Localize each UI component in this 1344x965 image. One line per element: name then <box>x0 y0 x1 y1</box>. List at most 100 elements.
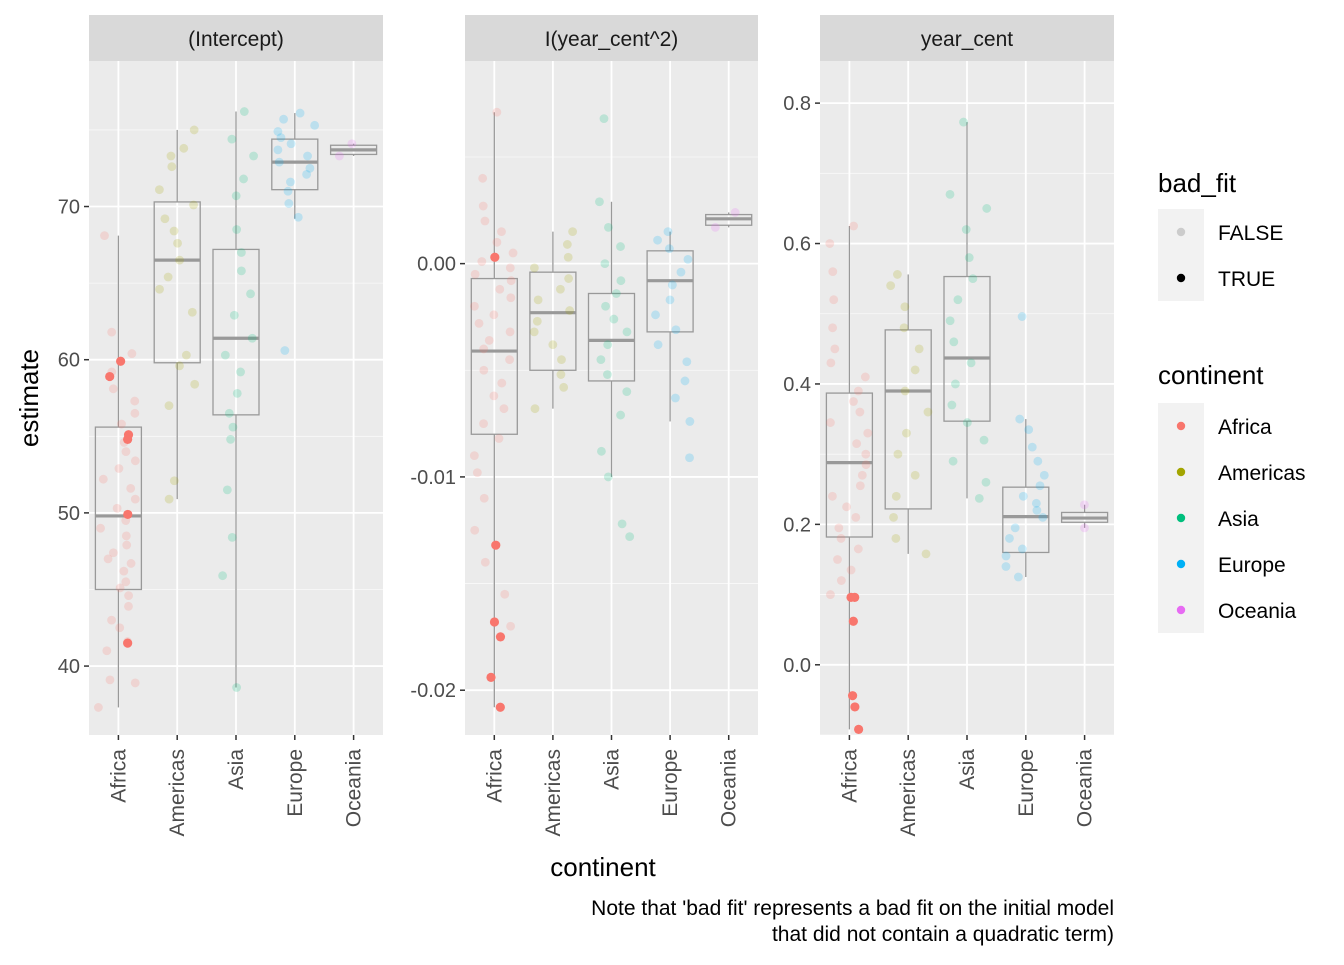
point-americas <box>556 284 565 294</box>
point-africa <box>489 310 499 320</box>
point-asia <box>239 174 248 184</box>
point-asia <box>981 477 991 487</box>
point-africa <box>96 523 105 533</box>
point-africa <box>855 407 865 417</box>
point-asia <box>601 301 610 311</box>
point-asia <box>979 435 989 445</box>
legend-label: Asia <box>1218 508 1259 531</box>
point-europe <box>1010 523 1020 533</box>
point-africa <box>484 336 494 345</box>
point-americas <box>565 306 575 315</box>
point-africa <box>846 565 856 575</box>
point-africa <box>828 323 838 333</box>
y-tick-label: 0.8 <box>783 93 811 115</box>
point-africa <box>115 583 125 593</box>
point-americas <box>568 227 578 237</box>
y-tick-label: 40 <box>58 656 80 678</box>
point-asia <box>616 410 626 420</box>
point-africa <box>108 384 118 394</box>
point-americas <box>910 365 920 375</box>
point-americas <box>891 534 901 543</box>
point-americas <box>169 476 179 486</box>
point-africa <box>477 257 487 266</box>
point-oceania <box>710 222 720 232</box>
panel-strip-label: year_cent <box>921 28 1013 51</box>
box-africa <box>825 392 874 538</box>
point-europe <box>310 120 320 130</box>
box-africa <box>94 426 143 591</box>
point-africa <box>506 276 516 286</box>
point-americas <box>532 316 542 326</box>
point-asia <box>232 683 241 692</box>
point-europe <box>676 267 686 277</box>
point-africa <box>857 470 867 480</box>
point-americas <box>164 401 174 411</box>
point-africa <box>480 557 490 567</box>
point-americas <box>190 379 200 389</box>
panel-strip-label: I(year_cent^2) <box>545 28 679 51</box>
point-americas <box>563 252 573 262</box>
box-europe <box>1002 486 1050 554</box>
point-africa <box>497 227 506 237</box>
bad-fit-point-africa <box>854 724 864 734</box>
point-asia <box>622 327 632 337</box>
point-americas <box>173 238 182 248</box>
bad-fit-point-africa <box>491 540 501 550</box>
point-europe <box>302 169 311 179</box>
point-asia <box>239 107 249 116</box>
point-asia <box>616 242 625 251</box>
bad-fit-point-africa <box>116 356 126 366</box>
point-europe <box>663 227 673 237</box>
point-europe <box>685 453 694 463</box>
box-europe <box>646 250 694 333</box>
bad-fit-point-africa <box>489 617 500 627</box>
point-europe <box>1032 505 1042 515</box>
point-africa <box>489 391 499 401</box>
point-asia <box>948 456 958 466</box>
point-africa <box>861 460 871 470</box>
point-africa <box>853 386 863 396</box>
x-tick-label: Asia <box>225 749 248 790</box>
caption-line-1: Note that 'bad fit' represents a bad fit… <box>591 897 1114 920</box>
x-tick-label: Oceania <box>718 749 741 828</box>
point-africa <box>479 365 489 375</box>
box-asia <box>943 275 991 422</box>
box-europe <box>271 138 319 191</box>
point-europe <box>1031 498 1041 508</box>
point-asia <box>961 225 971 234</box>
point-americas <box>548 340 558 350</box>
point-americas <box>187 307 197 317</box>
point-asia <box>595 197 604 207</box>
point-americas <box>530 404 540 414</box>
point-africa <box>492 107 502 117</box>
point-asia <box>222 485 232 495</box>
box-americas <box>884 329 932 510</box>
point-europe <box>651 310 660 320</box>
point-americas <box>559 382 569 392</box>
panel-strip <box>89 15 383 61</box>
point-asia <box>945 316 955 326</box>
point-asia <box>622 387 632 397</box>
point-europe <box>683 254 693 264</box>
point-africa <box>470 525 480 535</box>
point-europe <box>1017 312 1027 321</box>
point-americas <box>562 240 572 249</box>
x-tick-label: Africa <box>838 749 861 803</box>
point-europe <box>286 177 295 187</box>
y-tick-label: 50 <box>58 503 80 525</box>
point-africa <box>119 566 129 576</box>
point-americas <box>181 350 191 360</box>
bad-fit-point-africa <box>486 672 496 683</box>
point-asia <box>616 276 626 286</box>
point-europe <box>283 186 293 196</box>
point-asia <box>600 259 610 269</box>
point-africa <box>130 678 140 688</box>
point-asia <box>953 295 963 305</box>
point-africa <box>130 494 140 504</box>
bad-fit-point-africa <box>123 638 133 648</box>
x-tick-label: Africa <box>483 749 506 803</box>
point-africa <box>98 474 108 484</box>
point-africa <box>500 589 510 599</box>
point-africa <box>836 534 846 543</box>
point-americas <box>155 284 164 294</box>
